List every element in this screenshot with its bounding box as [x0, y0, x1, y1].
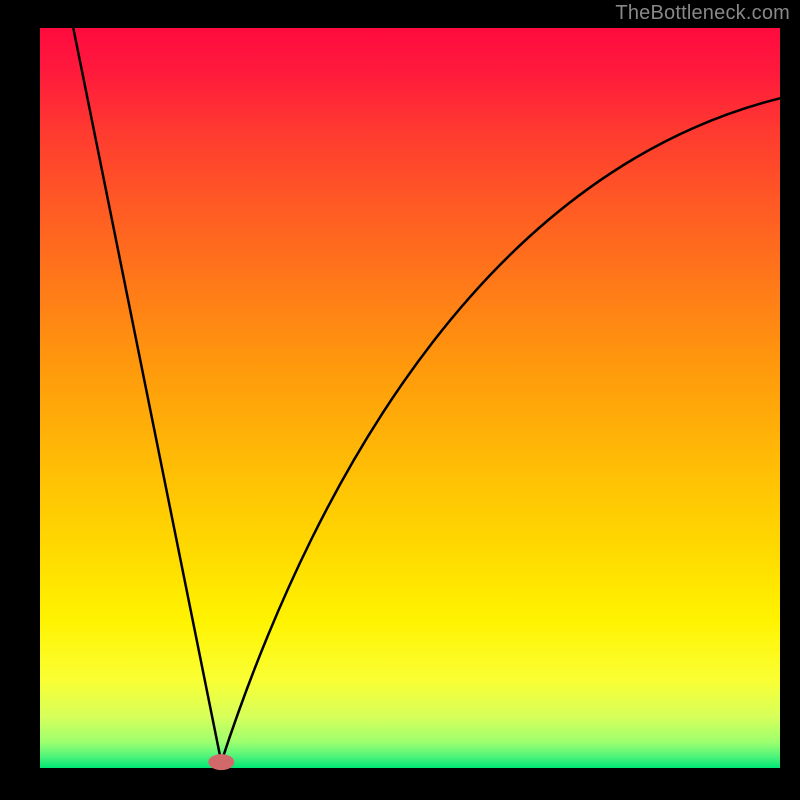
bottleneck-curve-chart [0, 0, 800, 800]
watermark-text: TheBottleneck.com [615, 2, 790, 25]
optimal-point-marker [208, 754, 234, 770]
